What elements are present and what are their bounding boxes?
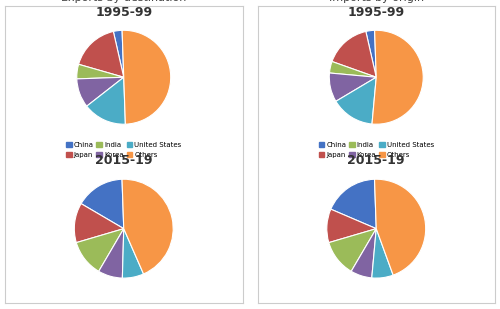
Wedge shape: [122, 30, 170, 124]
Wedge shape: [86, 77, 126, 124]
Title: 1995-99: 1995-99: [95, 6, 152, 19]
Wedge shape: [74, 204, 124, 243]
Wedge shape: [327, 209, 376, 243]
Title: 1995-99: 1995-99: [348, 6, 405, 19]
Title: 2015-19: 2015-19: [95, 154, 152, 167]
Title: 2015-19: 2015-19: [348, 154, 405, 167]
Wedge shape: [122, 179, 173, 274]
Wedge shape: [332, 32, 376, 77]
Wedge shape: [366, 30, 376, 77]
Wedge shape: [330, 73, 376, 101]
Wedge shape: [351, 229, 376, 278]
Wedge shape: [77, 77, 124, 106]
Wedge shape: [122, 229, 144, 278]
Wedge shape: [331, 179, 376, 229]
Wedge shape: [78, 32, 124, 77]
Wedge shape: [336, 77, 376, 124]
Wedge shape: [329, 229, 376, 271]
Wedge shape: [330, 61, 376, 77]
Wedge shape: [76, 229, 124, 271]
Title: Imports by origin: Imports by origin: [328, 0, 424, 2]
Wedge shape: [372, 30, 423, 124]
Wedge shape: [81, 179, 124, 229]
Wedge shape: [372, 229, 393, 278]
Wedge shape: [114, 30, 124, 77]
Title: Exports by destination: Exports by destination: [61, 0, 186, 2]
Wedge shape: [77, 64, 124, 79]
Wedge shape: [374, 179, 426, 275]
Legend: China, Japan, India, Korea, United States, Others: China, Japan, India, Korea, United State…: [318, 142, 434, 158]
Legend: China, Japan, India, Korea, United States, Others: China, Japan, India, Korea, United State…: [66, 142, 182, 158]
Wedge shape: [98, 229, 124, 278]
